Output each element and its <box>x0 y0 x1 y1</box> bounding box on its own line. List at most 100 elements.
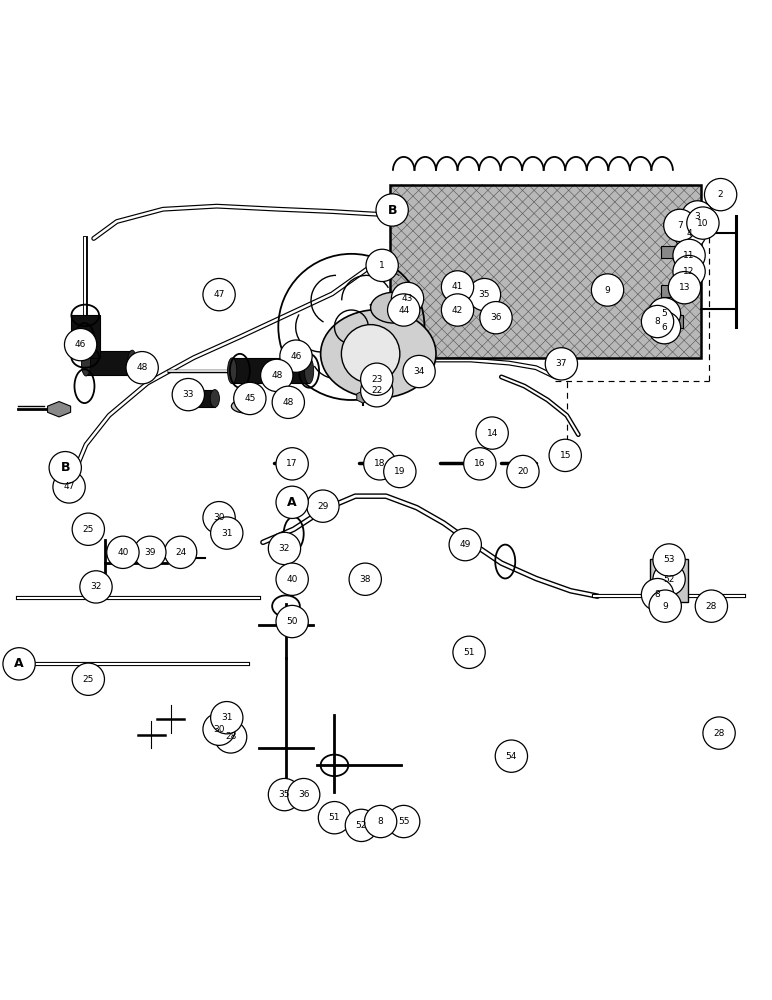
Text: 31: 31 <box>221 529 232 538</box>
Circle shape <box>464 448 496 480</box>
Circle shape <box>469 278 500 311</box>
Text: 50: 50 <box>286 617 298 626</box>
Circle shape <box>276 486 308 518</box>
Text: 8: 8 <box>655 590 660 599</box>
Bar <box>390 185 702 358</box>
Text: 46: 46 <box>75 340 86 349</box>
Bar <box>180 390 215 407</box>
Text: 42: 42 <box>452 306 463 315</box>
Text: 36: 36 <box>490 313 502 322</box>
Text: 8: 8 <box>655 317 660 326</box>
Circle shape <box>276 563 308 595</box>
Text: 43: 43 <box>402 294 413 303</box>
Text: 9: 9 <box>604 286 611 295</box>
Circle shape <box>480 302 512 334</box>
Text: 47: 47 <box>213 290 225 299</box>
Circle shape <box>72 513 104 545</box>
Circle shape <box>591 274 624 306</box>
Text: B: B <box>388 204 397 217</box>
Bar <box>662 246 683 258</box>
Text: 31: 31 <box>221 713 232 722</box>
Ellipse shape <box>320 310 436 398</box>
Circle shape <box>126 352 158 384</box>
Text: 36: 36 <box>298 790 310 799</box>
Circle shape <box>80 571 112 603</box>
Circle shape <box>134 536 166 568</box>
Circle shape <box>203 502 235 534</box>
Circle shape <box>674 217 706 249</box>
Text: 14: 14 <box>486 429 498 438</box>
Circle shape <box>476 417 508 449</box>
Circle shape <box>3 648 36 680</box>
Text: 47: 47 <box>63 482 75 491</box>
Circle shape <box>203 278 235 311</box>
Circle shape <box>376 194 408 226</box>
Ellipse shape <box>175 390 185 407</box>
Bar <box>232 358 309 383</box>
Text: 55: 55 <box>398 817 409 826</box>
Ellipse shape <box>127 350 137 376</box>
Text: 48: 48 <box>271 371 283 380</box>
Circle shape <box>673 239 706 272</box>
Ellipse shape <box>371 292 417 323</box>
Circle shape <box>403 355 435 388</box>
Text: A: A <box>287 496 297 509</box>
Text: 35: 35 <box>279 790 290 799</box>
Ellipse shape <box>210 390 219 407</box>
Text: 29: 29 <box>317 502 329 511</box>
Circle shape <box>442 294 474 326</box>
Text: 49: 49 <box>459 540 471 549</box>
Text: 30: 30 <box>213 513 225 522</box>
Circle shape <box>545 348 577 380</box>
Text: 28: 28 <box>706 602 717 611</box>
Bar <box>70 315 100 358</box>
Circle shape <box>53 471 85 503</box>
Circle shape <box>211 517 243 549</box>
Circle shape <box>687 207 719 239</box>
Circle shape <box>705 178 736 211</box>
Circle shape <box>649 590 682 622</box>
Circle shape <box>442 271 474 303</box>
Circle shape <box>72 663 104 695</box>
Circle shape <box>341 325 400 383</box>
Circle shape <box>172 378 205 411</box>
Circle shape <box>364 805 397 838</box>
Text: 25: 25 <box>83 525 94 534</box>
Circle shape <box>506 455 539 488</box>
Circle shape <box>391 282 424 315</box>
Text: 11: 11 <box>683 251 695 260</box>
Text: 18: 18 <box>374 459 385 468</box>
Circle shape <box>345 809 378 842</box>
Bar <box>390 185 702 358</box>
Text: 52: 52 <box>356 821 367 830</box>
Text: 35: 35 <box>479 290 490 299</box>
Circle shape <box>107 536 139 568</box>
Circle shape <box>361 363 393 395</box>
Text: 17: 17 <box>286 459 298 468</box>
Circle shape <box>306 490 339 522</box>
Text: 20: 20 <box>517 467 529 476</box>
Text: 46: 46 <box>290 352 302 361</box>
Text: A: A <box>14 657 24 670</box>
Text: 51: 51 <box>329 813 340 822</box>
Circle shape <box>453 636 486 668</box>
Circle shape <box>653 544 686 576</box>
Text: 19: 19 <box>394 467 405 476</box>
Circle shape <box>261 359 293 392</box>
Circle shape <box>269 778 300 811</box>
Circle shape <box>215 721 247 753</box>
Text: 15: 15 <box>560 451 571 460</box>
Text: 33: 33 <box>182 390 194 399</box>
Circle shape <box>682 201 713 233</box>
Circle shape <box>703 717 735 749</box>
Text: 38: 38 <box>360 575 371 584</box>
Text: 23: 23 <box>371 375 382 384</box>
Text: 28: 28 <box>225 732 236 741</box>
Circle shape <box>642 305 674 338</box>
Circle shape <box>164 536 197 568</box>
Circle shape <box>388 805 420 838</box>
Text: 48: 48 <box>137 363 148 372</box>
Text: 45: 45 <box>244 394 256 403</box>
Text: 5: 5 <box>662 309 667 318</box>
Circle shape <box>349 563 381 595</box>
